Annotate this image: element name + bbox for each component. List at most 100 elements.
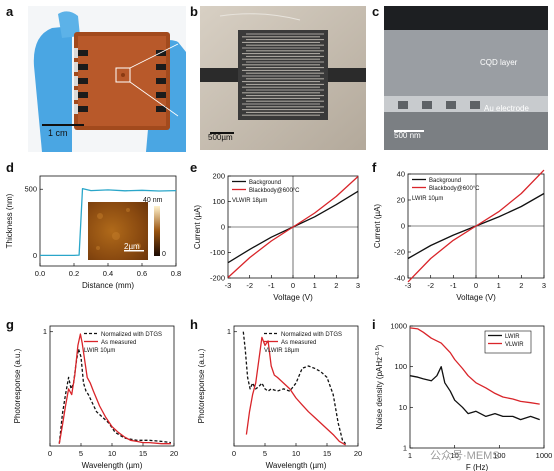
x-tick-label: 0 bbox=[48, 449, 52, 458]
x-axis-label: F (Hz) bbox=[466, 463, 489, 471]
series-line-as-measured bbox=[58, 333, 171, 445]
y-tick-label: -200 bbox=[210, 274, 225, 283]
colorbar-bottom-label: 0 bbox=[162, 251, 166, 258]
legend-label: Normalized with DTGS bbox=[101, 332, 162, 338]
y-tick-label: 20 bbox=[397, 196, 405, 205]
x-tick-label: 10 bbox=[292, 449, 300, 458]
series-line-as-measured bbox=[245, 336, 346, 446]
series-line-blackbody-600-c bbox=[227, 176, 359, 278]
x-tick-label: 5 bbox=[263, 449, 267, 458]
y-axis-label: Noise density (pAHz-0.5) bbox=[375, 344, 384, 429]
x-tick-label: -1 bbox=[268, 281, 275, 290]
y-tick-label: 0 bbox=[33, 251, 37, 260]
legend-label: As measured bbox=[281, 340, 316, 346]
y-axis-label: Current (µA) bbox=[373, 204, 382, 249]
chart-note: LWIR 10µm bbox=[412, 196, 443, 202]
chart-iv-vlwir: -3 -2 -1 0 1 2 3 -200 -100 0 100 200 Voltage (V) Curr… bbox=[193, 172, 360, 303]
x-tick-label: 0.2 bbox=[69, 269, 79, 278]
x-tick-label: 10 bbox=[108, 449, 116, 458]
layer-label-cqd: CQD layer bbox=[480, 58, 518, 67]
legend-label: As measured bbox=[101, 340, 136, 346]
chart-note: VLWIR 18µm bbox=[232, 198, 267, 204]
x-tick-label: 15 bbox=[139, 449, 147, 458]
y-tick-label: 1 bbox=[227, 327, 231, 336]
panel-label-b: b bbox=[190, 4, 198, 19]
chart-photoresponse-vlwir: 0 5 10 15 20 1 Wavelength (µm) Photoresponse (a… bbox=[197, 325, 362, 470]
x-tick-label: 20 bbox=[354, 449, 362, 458]
y-tick-label: 500 bbox=[24, 185, 37, 194]
y-tick-label: -100 bbox=[210, 248, 225, 257]
y-tick-label: 0 bbox=[401, 222, 405, 231]
y-axis-label: Photoresponse (a.u.) bbox=[13, 348, 22, 423]
y-tick-label: 40 bbox=[397, 170, 405, 179]
x-tick-label: 0.4 bbox=[103, 269, 113, 278]
legend-label: Background bbox=[429, 178, 461, 184]
x-tick-label: 20 bbox=[170, 449, 178, 458]
panel-label-d: d bbox=[6, 160, 14, 175]
panel-label-h: h bbox=[190, 317, 198, 332]
legend-box bbox=[484, 330, 532, 354]
x-tick-label: 2 bbox=[334, 281, 338, 290]
x-tick-label: 0.0 bbox=[35, 269, 45, 278]
y-tick-label: 200 bbox=[212, 172, 225, 181]
x-tick-label: -3 bbox=[225, 281, 232, 290]
series-line-normalized-with-dtgs bbox=[242, 331, 347, 445]
legend-label: Blackbody@600°C bbox=[249, 188, 300, 194]
afm-inset bbox=[88, 202, 160, 260]
panel-label-i: i bbox=[372, 317, 376, 332]
x-tick-label: 5 bbox=[79, 449, 83, 458]
y-axis-label-main: Noise density (pAHz bbox=[375, 357, 384, 429]
y-axis-label-sup: -0.5 bbox=[375, 347, 381, 356]
plot-frame bbox=[409, 325, 545, 449]
chart-note: LWIR 10µm bbox=[84, 348, 115, 354]
legend-label: Normalized with DTGS bbox=[281, 332, 342, 338]
y-tick-label: 100 bbox=[212, 197, 225, 206]
x-tick-label: -2 bbox=[246, 281, 253, 290]
x-axis-label: Wavelength (µm) bbox=[82, 461, 143, 470]
colorbar-top-label: 40 nm bbox=[143, 197, 163, 204]
y-axis-label: Current (µA) bbox=[193, 205, 202, 250]
x-axis-label: Voltage (V) bbox=[456, 293, 496, 302]
y-tick-label: 0 bbox=[221, 223, 225, 232]
y-tick-label: 1 bbox=[403, 444, 407, 453]
x-axis-label: Wavelength (µm) bbox=[266, 461, 327, 470]
x-tick-label: 3 bbox=[542, 281, 546, 290]
x-tick-label: -2 bbox=[427, 281, 434, 290]
legend-label: Background bbox=[249, 180, 281, 186]
series-line-lwir bbox=[409, 366, 540, 421]
y-tick-label: 1000 bbox=[390, 322, 407, 331]
panel-label-g: g bbox=[6, 317, 14, 332]
x-tick-label: 10 bbox=[450, 451, 458, 460]
x-tick-label: 2 bbox=[519, 281, 523, 290]
y-tick-label: -40 bbox=[394, 274, 405, 283]
x-tick-label: 0 bbox=[232, 449, 236, 458]
x-tick-label: 15 bbox=[323, 449, 331, 458]
x-tick-label: -3 bbox=[405, 281, 412, 290]
chart-noise-density: 1 10 100 1000 1 10 100 1000 F (Hz) Noise density … bbox=[375, 322, 553, 471]
x-tick-label: 1 bbox=[313, 281, 317, 290]
chart-thickness-profile: 0.0 0.2 0.4 0.6 0.8 0 500 Distance (mm) Thicknes… bbox=[5, 175, 181, 290]
device-photo bbox=[28, 6, 186, 152]
series-line-vlwir bbox=[409, 327, 540, 405]
series-line-blackbody-600-c bbox=[407, 169, 545, 283]
legend-label: Blackbody@600°C bbox=[429, 186, 480, 192]
series-line-normalized-with-dtgs bbox=[58, 348, 171, 444]
y-axis-label: Thickness (nm) bbox=[5, 193, 14, 248]
x-tick-label: 1 bbox=[408, 451, 412, 460]
chart-iv-lwir: -3 -2 -1 0 1 2 3 -40 -20 0 20 40 Voltage (V) Current … bbox=[373, 169, 546, 303]
x-tick-label: 100 bbox=[493, 451, 506, 460]
electrode-micrograph bbox=[200, 6, 366, 150]
x-tick-label: 1000 bbox=[536, 451, 553, 460]
x-axis-label: Distance (mm) bbox=[82, 281, 134, 290]
panel-label-f: f bbox=[372, 160, 377, 175]
y-tick-label: 1 bbox=[43, 327, 47, 336]
x-tick-label: 0.6 bbox=[137, 269, 147, 278]
sem-cross-section bbox=[384, 6, 548, 150]
panel-label-e: e bbox=[190, 160, 198, 175]
legend-label: LWIR bbox=[505, 334, 520, 340]
y-tick-label: -20 bbox=[394, 248, 405, 257]
layer-label-au: Au electrode bbox=[484, 104, 529, 113]
panel-label-c: c bbox=[372, 4, 380, 19]
x-tick-label: 1 bbox=[497, 281, 501, 290]
y-tick-label: 10 bbox=[399, 403, 407, 412]
